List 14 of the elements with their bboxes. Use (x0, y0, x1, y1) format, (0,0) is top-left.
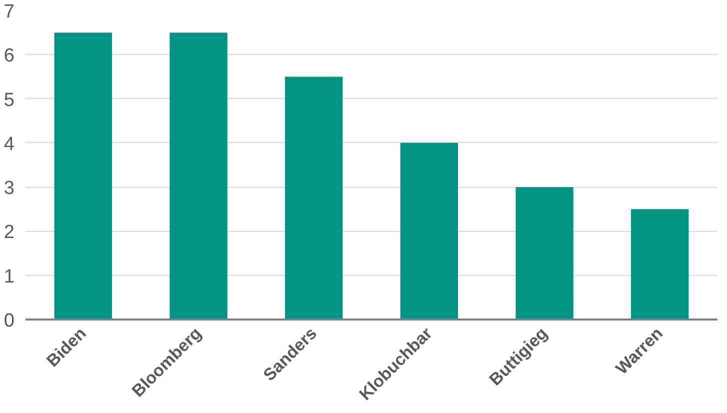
bar (400, 142, 458, 320)
y-tick-label: 0 (4, 310, 15, 332)
bar (54, 32, 112, 320)
y-tick-label: 5 (4, 90, 15, 111)
y-tick-label: 1 (4, 266, 15, 288)
y-tick-label: 4 (4, 134, 15, 155)
bar (170, 32, 228, 320)
y-tick-label: 6 (4, 46, 15, 67)
bar (285, 76, 343, 320)
bar (516, 187, 574, 320)
bar (631, 209, 689, 320)
y-tick-label: 7 (4, 2, 15, 22)
y-tick-label: 3 (4, 178, 15, 200)
y-tick-label: 2 (4, 222, 15, 244)
